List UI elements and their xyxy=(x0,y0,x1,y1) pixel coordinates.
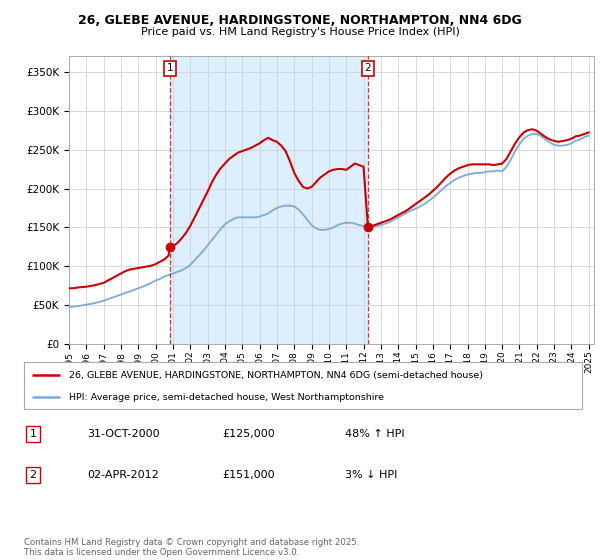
Text: 1: 1 xyxy=(167,63,173,73)
Text: £125,000: £125,000 xyxy=(222,429,275,439)
Text: 26, GLEBE AVENUE, HARDINGSTONE, NORTHAMPTON, NN4 6DG: 26, GLEBE AVENUE, HARDINGSTONE, NORTHAMP… xyxy=(78,14,522,27)
Text: 2: 2 xyxy=(365,63,371,73)
Text: 48% ↑ HPI: 48% ↑ HPI xyxy=(345,429,404,439)
Text: 1: 1 xyxy=(29,429,37,439)
Text: 3% ↓ HPI: 3% ↓ HPI xyxy=(345,470,397,480)
Text: 02-APR-2012: 02-APR-2012 xyxy=(87,470,159,480)
Text: 2: 2 xyxy=(29,470,37,480)
Text: HPI: Average price, semi-detached house, West Northamptonshire: HPI: Average price, semi-detached house,… xyxy=(68,393,383,402)
Text: 31-OCT-2000: 31-OCT-2000 xyxy=(87,429,160,439)
Text: £151,000: £151,000 xyxy=(222,470,275,480)
Text: Contains HM Land Registry data © Crown copyright and database right 2025.
This d: Contains HM Land Registry data © Crown c… xyxy=(24,538,359,557)
Bar xyxy=(170,56,368,344)
Text: Price paid vs. HM Land Registry's House Price Index (HPI): Price paid vs. HM Land Registry's House … xyxy=(140,27,460,37)
Text: 26, GLEBE AVENUE, HARDINGSTONE, NORTHAMPTON, NN4 6DG (semi-detached house): 26, GLEBE AVENUE, HARDINGSTONE, NORTHAMP… xyxy=(68,371,482,380)
